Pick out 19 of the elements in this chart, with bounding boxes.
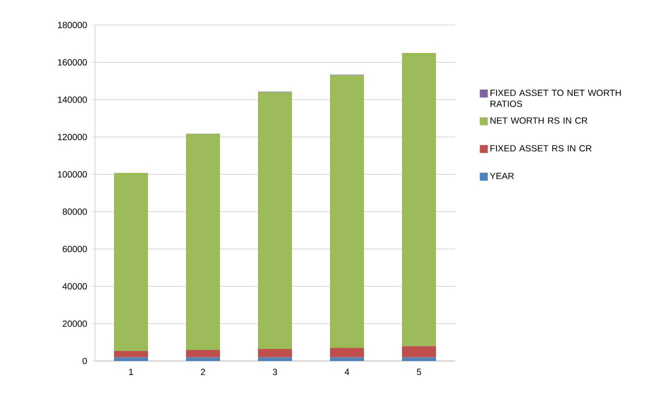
y-tick-label: 100000	[58, 171, 87, 178]
x-tick-label: 1	[129, 368, 134, 375]
x-tick-label: 4	[344, 368, 350, 375]
y-tick-label: 80000	[62, 208, 87, 215]
x-tick-label: 5	[416, 368, 422, 376]
legend-label: NET WORTH RS IN CR	[490, 117, 588, 124]
legend-label: FIXED ASSET RS IN CR	[490, 145, 592, 152]
legend-label: FIXED ASSET TO NET WORTH RATIOS	[490, 90, 621, 107]
legend-label: YEAR	[490, 172, 514, 180]
y-tick-label: 20000	[62, 320, 87, 327]
y-tick-label: 40000	[62, 283, 87, 290]
y-tick-label: 160000	[58, 59, 87, 66]
x-tick-label: 3	[272, 368, 278, 376]
y-tick-label: 60000	[62, 246, 87, 252]
y-tick-label: 120000	[58, 134, 87, 140]
x-tick-label: 2	[200, 368, 206, 376]
y-tick-label: 0	[82, 358, 87, 364]
y-tick-label: 180000	[58, 22, 87, 28]
y-tick-label: 140000	[58, 96, 87, 103]
